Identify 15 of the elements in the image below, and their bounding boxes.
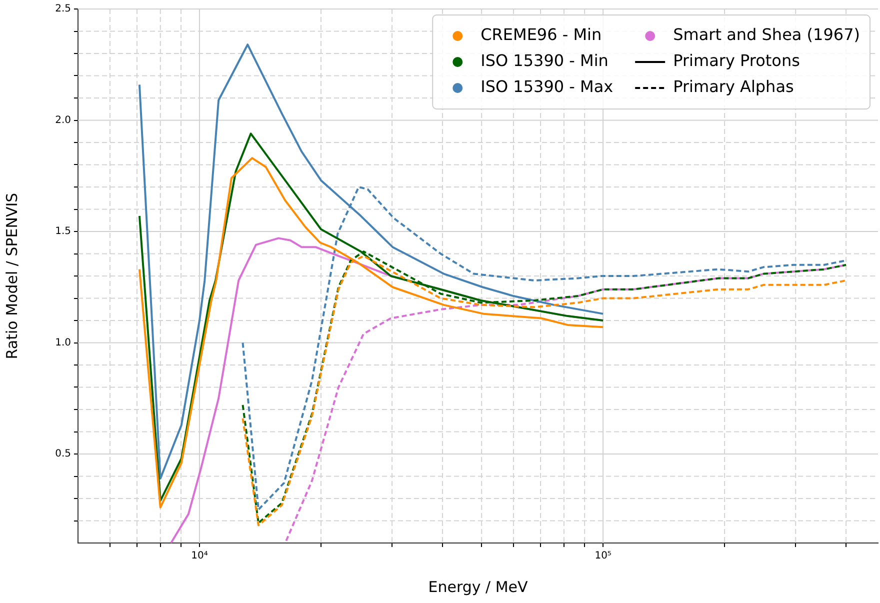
legend-label: Smart and Shea (1967) [673, 25, 860, 44]
y-tick-label: 1.5 [55, 226, 71, 238]
y-tick-label: 2.5 [55, 4, 71, 15]
legend-label: CREME96 - Min [480, 25, 602, 44]
x-tick-label: 10⁵ [594, 550, 612, 562]
x-axis-title: Energy / MeV [428, 578, 528, 596]
y-tick-label: 2.0 [55, 114, 71, 126]
y-tick-label: 0.5 [55, 448, 71, 460]
legend-label: Primary Alphas [673, 77, 794, 96]
legend-label: ISO 15390 - Min [480, 51, 608, 70]
legend-label: Primary Protons [673, 51, 800, 70]
y-tick-label: 1.0 [55, 337, 71, 348]
x-tick-label: 10⁴ [191, 550, 208, 562]
y-axis-title: Ratio Model / SPENVIS [2, 192, 21, 360]
legend-label: ISO 15390 - Max [480, 77, 614, 96]
